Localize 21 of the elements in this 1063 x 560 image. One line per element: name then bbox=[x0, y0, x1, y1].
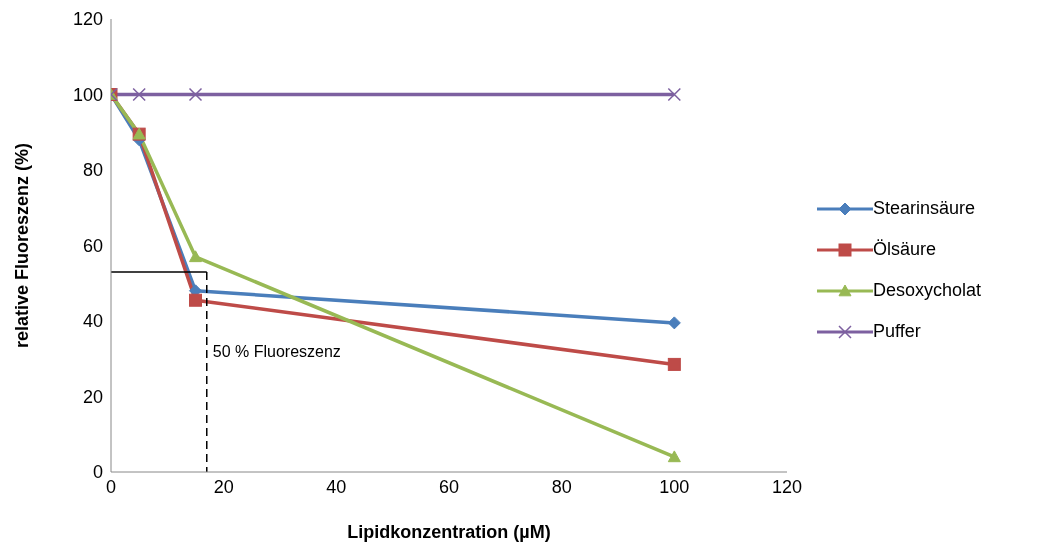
x-tick-label: 120 bbox=[771, 476, 803, 497]
x-tick-label: 40 bbox=[326, 476, 347, 497]
ref-line-label: 50 % Fluoreszenz bbox=[212, 342, 341, 360]
legend-label: Puffer bbox=[873, 321, 921, 342]
x-tick-label: 0 bbox=[105, 476, 117, 497]
y-axis-title: relative Fluoreszenz (%) bbox=[12, 142, 33, 349]
y-tick-label: 60 bbox=[82, 235, 103, 256]
y-tick-label: 80 bbox=[82, 160, 103, 181]
y-tick-label: 20 bbox=[82, 386, 103, 407]
x-tick-label: 100 bbox=[659, 476, 690, 497]
x-axis-title: Lipidkonzentration (µM) bbox=[347, 522, 551, 542]
legend-label: Ölsäure bbox=[873, 239, 937, 260]
x-tick-label: 60 bbox=[438, 476, 460, 497]
y-tick-label: 120 bbox=[72, 9, 103, 30]
x-tick-label: 80 bbox=[551, 476, 572, 497]
x-tick-label: 20 bbox=[213, 476, 234, 497]
y-tick-label: 0 bbox=[92, 462, 103, 483]
legend-label: Desoxycholat bbox=[873, 280, 982, 301]
y-tick-label: 40 bbox=[82, 311, 103, 332]
y-tick-label: 100 bbox=[72, 84, 103, 105]
legend-label: Stearinsäure bbox=[873, 198, 976, 219]
